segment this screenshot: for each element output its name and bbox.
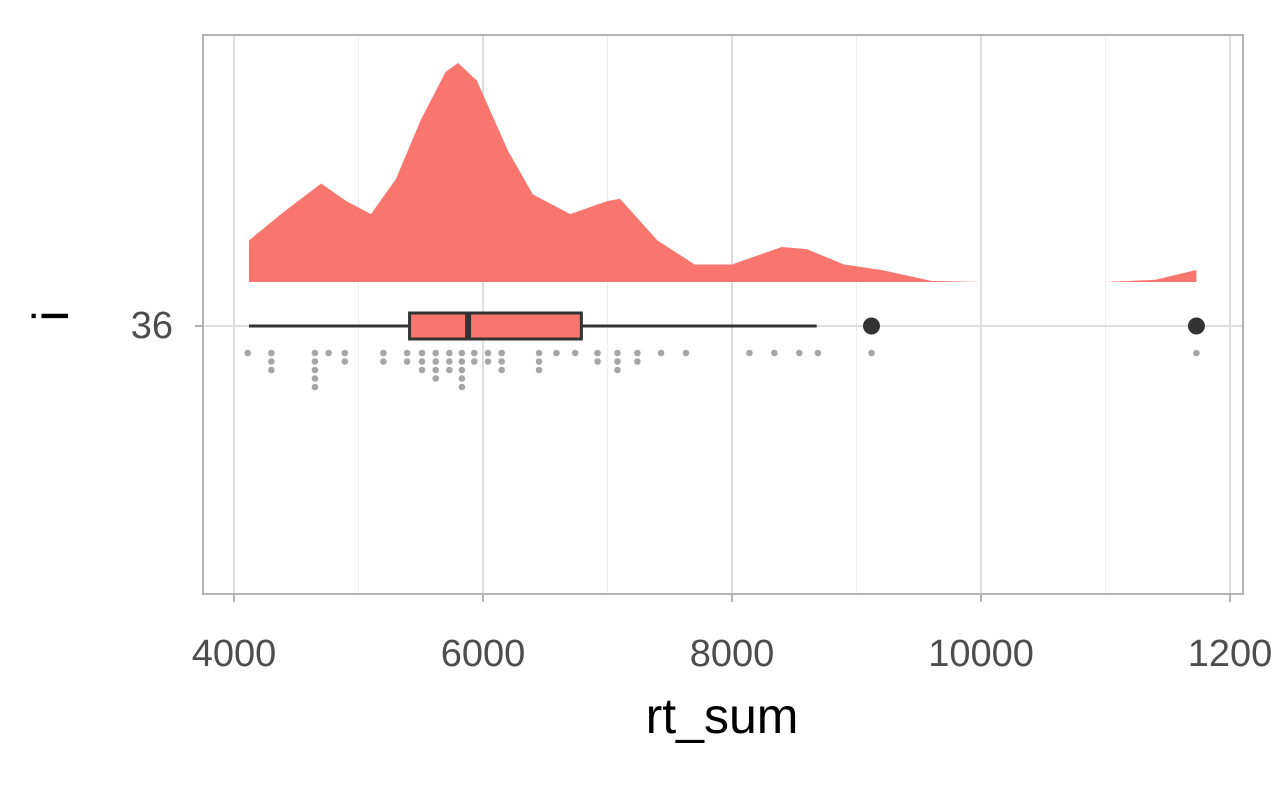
data-point bbox=[311, 366, 319, 374]
data-point bbox=[311, 349, 319, 357]
data-point bbox=[432, 349, 440, 357]
data-point bbox=[535, 366, 543, 374]
data-point bbox=[484, 349, 492, 357]
x-tick-label: 4000 bbox=[192, 633, 277, 675]
data-point bbox=[432, 358, 440, 365]
data-point bbox=[458, 358, 466, 365]
panel-border bbox=[202, 34, 1244, 595]
data-point bbox=[432, 366, 440, 374]
data-point bbox=[418, 366, 426, 374]
data-point bbox=[614, 358, 621, 365]
data-point bbox=[553, 349, 560, 357]
data-point bbox=[614, 349, 621, 357]
data-point bbox=[311, 375, 319, 382]
data-point bbox=[535, 349, 543, 357]
data-point bbox=[594, 358, 601, 365]
data-point bbox=[446, 349, 453, 357]
data-point bbox=[868, 349, 875, 357]
data-point bbox=[746, 349, 753, 357]
data-point bbox=[380, 358, 387, 365]
data-point bbox=[634, 349, 641, 357]
data-point bbox=[244, 349, 251, 357]
data-point bbox=[458, 349, 466, 357]
data-point bbox=[458, 383, 466, 391]
data-point bbox=[682, 349, 690, 357]
data-point bbox=[498, 366, 505, 374]
data-point bbox=[268, 349, 275, 357]
y-tick-label: 36 bbox=[131, 305, 173, 347]
data-point bbox=[1193, 349, 1200, 357]
data-point bbox=[458, 366, 466, 374]
data-point bbox=[341, 358, 349, 365]
data-point bbox=[418, 349, 426, 357]
outlier bbox=[862, 317, 880, 335]
data-point bbox=[498, 349, 505, 357]
y-axis-title: i bbox=[23, 310, 79, 321]
data-point bbox=[418, 358, 426, 365]
data-point bbox=[470, 358, 478, 365]
data-point bbox=[498, 358, 505, 365]
x-axis-title: rt_sum bbox=[646, 688, 799, 744]
data-point bbox=[268, 358, 275, 365]
density bbox=[248, 63, 1197, 282]
x-tick-label: 8000 bbox=[690, 633, 775, 675]
data-point bbox=[311, 358, 319, 365]
x-tick-label: 10000 bbox=[928, 633, 1034, 675]
data-point bbox=[432, 375, 440, 382]
data-point bbox=[484, 358, 492, 365]
data-point bbox=[594, 349, 601, 357]
data-point bbox=[268, 366, 275, 374]
data-point bbox=[458, 375, 466, 382]
x-tick-label: 1200 bbox=[1188, 633, 1273, 675]
data-point bbox=[446, 358, 453, 365]
data-point bbox=[771, 349, 778, 357]
data-point bbox=[380, 349, 387, 357]
box bbox=[408, 311, 583, 341]
data-point bbox=[403, 349, 411, 357]
data-point bbox=[325, 349, 332, 357]
data-point bbox=[470, 349, 478, 357]
outlier bbox=[1187, 317, 1205, 335]
data-point bbox=[341, 349, 349, 357]
data-point bbox=[814, 349, 822, 357]
x-tick-label: 6000 bbox=[441, 633, 526, 675]
data-point bbox=[614, 366, 621, 374]
data-point bbox=[795, 349, 803, 357]
data-point bbox=[403, 358, 411, 365]
data-point bbox=[311, 383, 319, 391]
data-point bbox=[446, 366, 453, 374]
data-point bbox=[634, 358, 641, 365]
data-point bbox=[571, 349, 579, 357]
data-point bbox=[535, 358, 543, 365]
data-point bbox=[657, 349, 665, 357]
